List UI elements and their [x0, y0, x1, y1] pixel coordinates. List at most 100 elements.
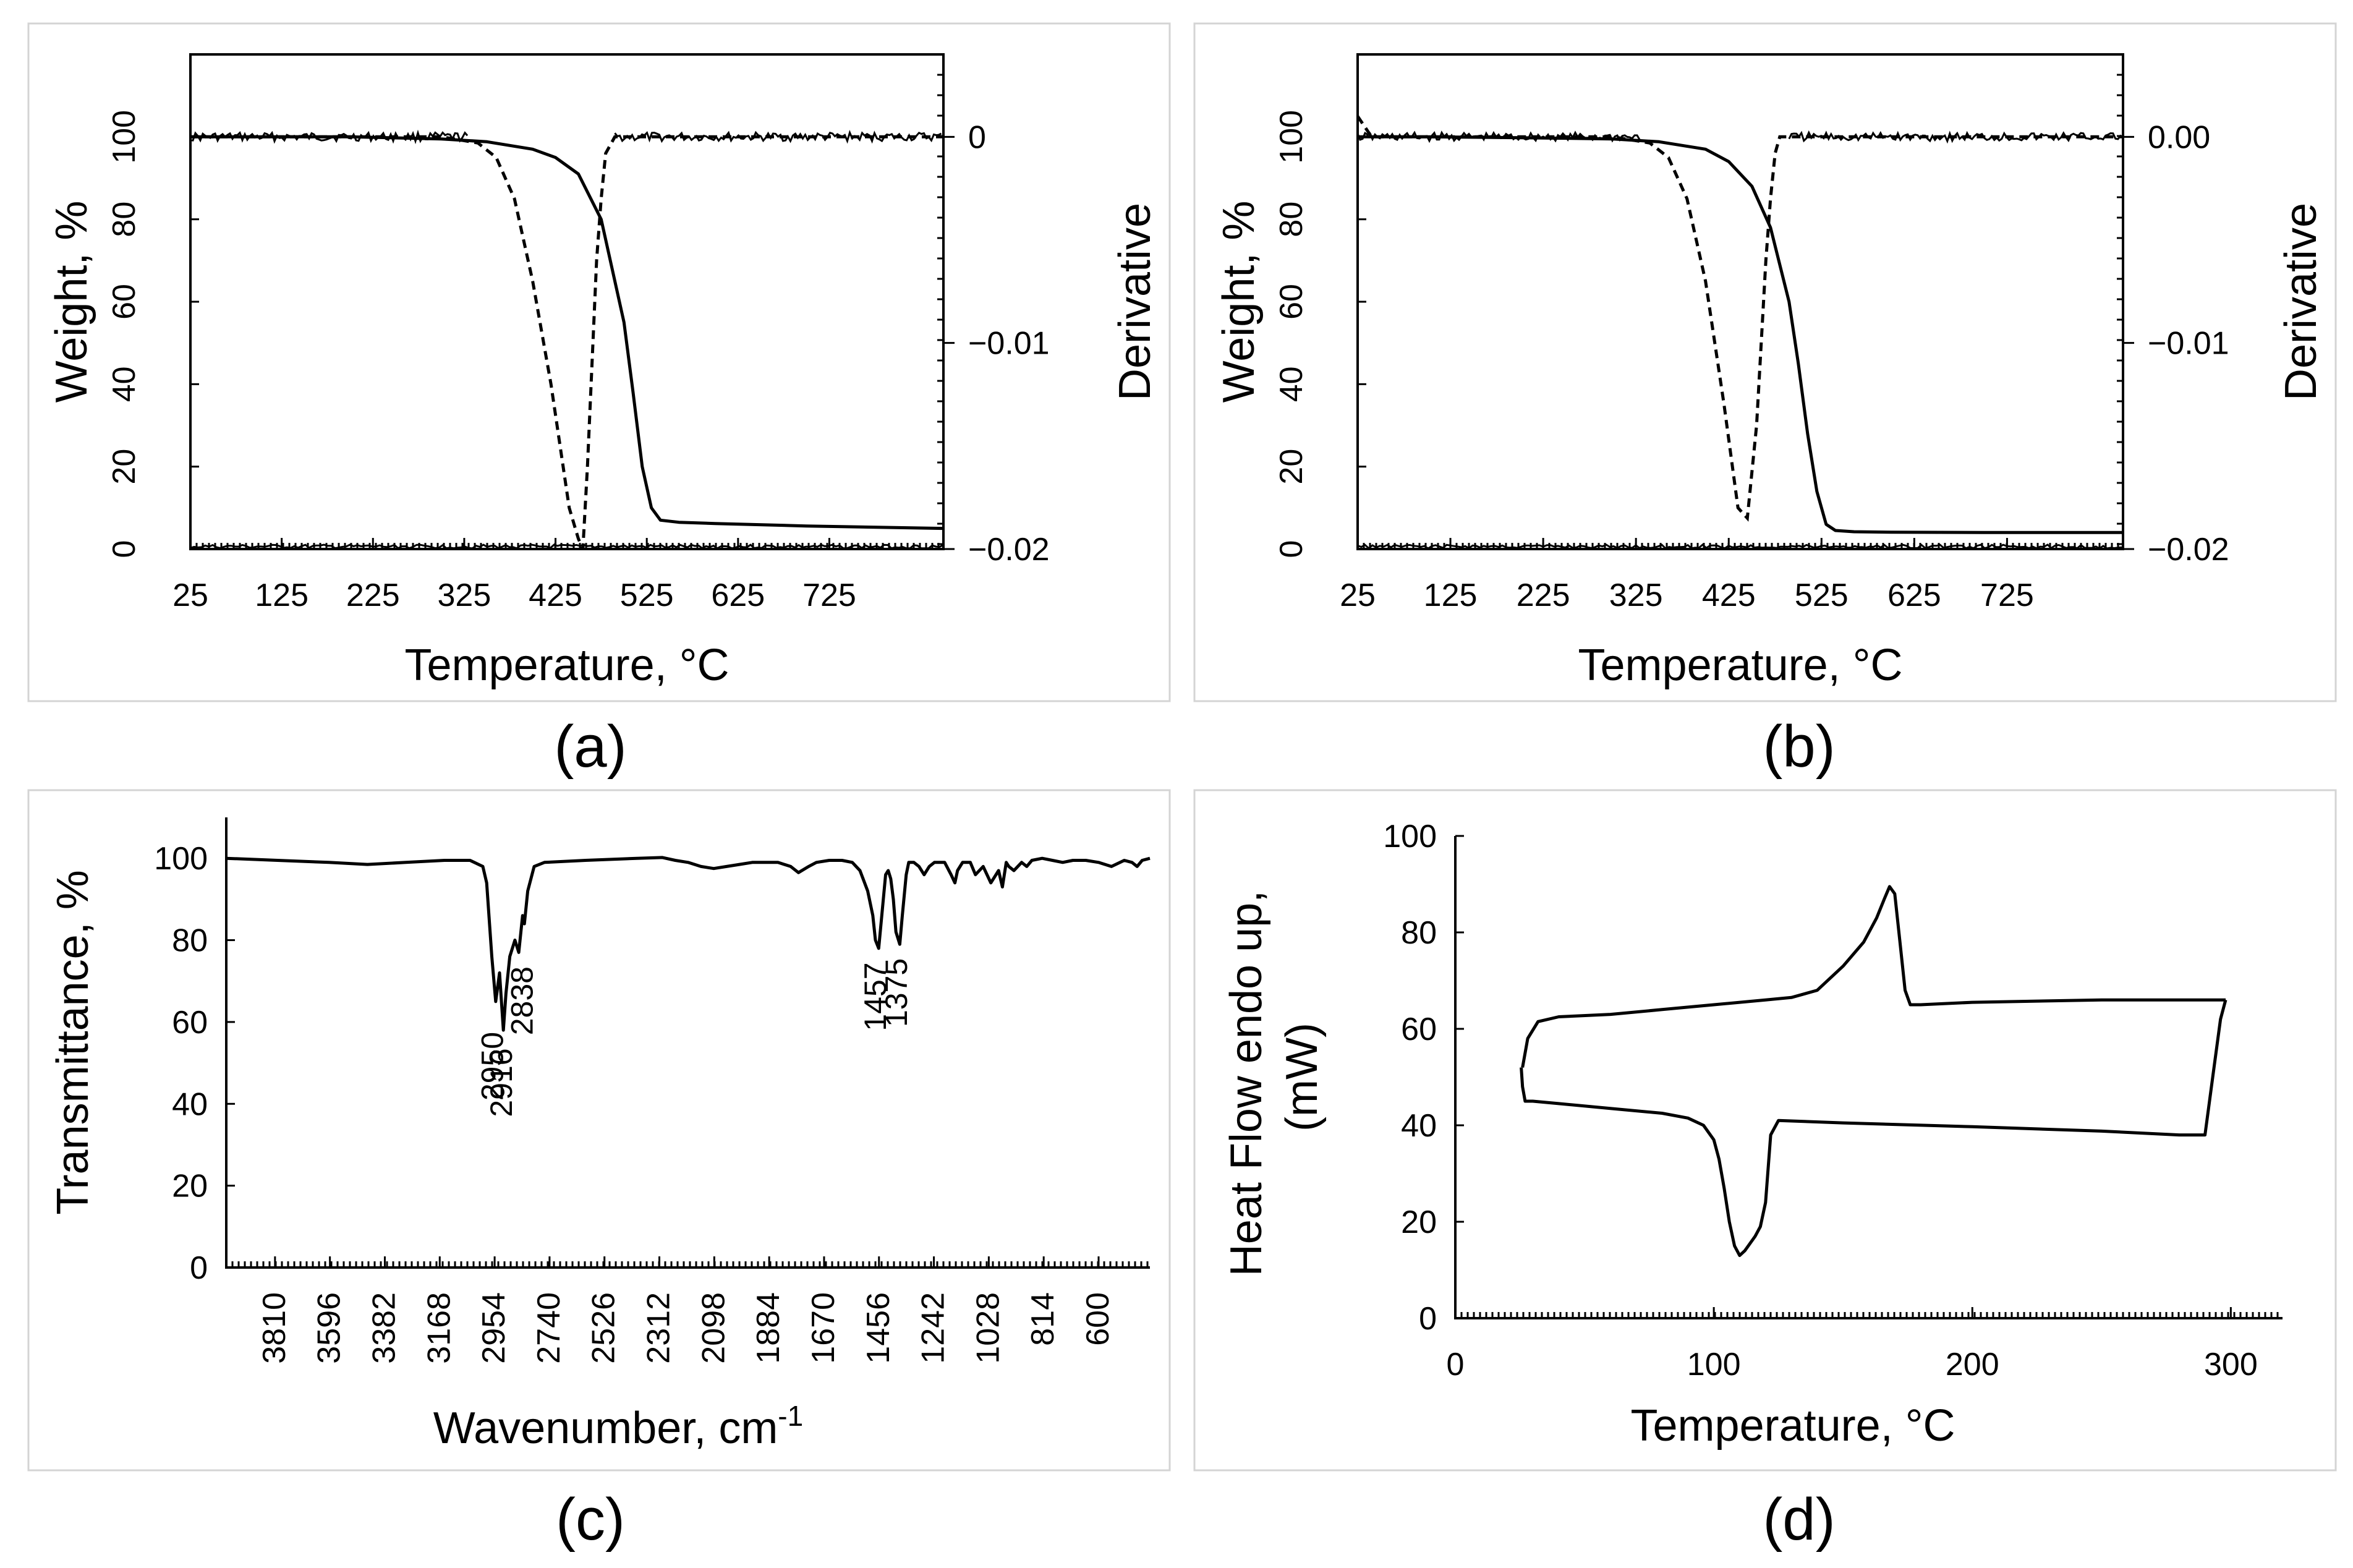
panel-d-ylabel-line1: Heat Flow endo up, — [1222, 890, 1271, 1276]
panel-c-xtick-label: 2312 — [641, 1292, 677, 1364]
panel-a-y2tick-label: −0.01 — [968, 326, 1050, 362]
panel-c-xtick-label: 1242 — [916, 1292, 951, 1364]
panel-c-xlabel: Wavenumber, cm-1 — [433, 1400, 803, 1453]
panel-b-series-derivative — [1356, 115, 2123, 522]
panel-b-xticks: 25 125 225 325 425 525 625 725 — [1340, 538, 2119, 613]
panel-a-ytick-label: 100 — [106, 110, 142, 164]
panel-c-peak-label: 1457 — [858, 962, 893, 1031]
panel-c-xtick-label: 3596 — [312, 1292, 347, 1364]
panel-a-baseline-noise — [190, 543, 944, 550]
panel-d-ylabel: Heat Flow endo up, (mW) — [1222, 878, 1327, 1276]
panel-c-ytick-label: 0 — [190, 1250, 208, 1286]
panel-c-xtick-label: 3168 — [421, 1292, 457, 1364]
panel-b-xtick-label: 25 — [1340, 577, 1376, 613]
panel-a-ytick-label: 40 — [106, 366, 142, 402]
panel-c-ytick-label: 20 — [172, 1169, 208, 1204]
panel-b-xtick-label: 525 — [1795, 577, 1849, 613]
panel-a-series — [190, 129, 944, 550]
panel-b-y2tick-label: 0.00 — [2148, 119, 2210, 155]
panel-c-caption: (c) — [556, 1486, 625, 1553]
panel-d-series-heating — [1521, 885, 2226, 1068]
panel-c-xtick-label: 3810 — [257, 1292, 292, 1364]
panel-a-ytick-label: 20 — [106, 449, 142, 485]
panel-a-y2ticks: 0 −0.01 −0.02 — [937, 53, 1050, 568]
panel-a-ylabel: Weight, % — [47, 201, 96, 403]
panel-d-xtick-label: 100 — [1687, 1347, 1741, 1383]
panel-a-caption: (a) — [554, 714, 626, 780]
panel-d-xtick-label: 300 — [2204, 1347, 2258, 1383]
panel-d-ytick-label: 0 — [1419, 1301, 1437, 1337]
panel-c-xtick-label: 2526 — [586, 1292, 622, 1364]
panel-b-xtick-label: 225 — [1517, 577, 1570, 613]
panel-c-peak-label: 2950 — [475, 1032, 510, 1101]
panel-c-xtick-label: 2740 — [531, 1292, 567, 1364]
panel-c-xtick-label: 2954 — [476, 1292, 512, 1364]
panel-a-ytick-label: 80 — [106, 202, 142, 237]
panel-d-ytick-label: 40 — [1401, 1108, 1437, 1144]
panel-b-series — [1356, 115, 2124, 550]
panel-d-ytick-label: 100 — [1383, 819, 1437, 854]
panel-b-y2label: Derivative — [2276, 203, 2326, 401]
panel-b-derivative-noise — [1356, 130, 1641, 143]
panel-b-tga-chart: 25 125 225 325 425 525 625 725 0 20 40 60 80 100 0.0… — [1193, 22, 2337, 780]
panel-a-xtick-label: 425 — [529, 577, 582, 613]
panel-b-ytick-label: 100 — [1274, 110, 1309, 164]
panel-a-ytick-label: 0 — [106, 540, 142, 558]
panel-a-series-derivative — [190, 135, 943, 550]
panel-a-derivative-noise — [190, 129, 469, 145]
panel-c-xtick-label: 2098 — [696, 1292, 731, 1364]
panel-d-xticks: 0 100 200 300 — [1447, 1307, 2279, 1383]
panel-b-ytick-label: 40 — [1274, 366, 1309, 402]
panel-c-xtick-label: 1884 — [751, 1292, 786, 1364]
panel-c-peak-label: 2838 — [504, 966, 539, 1035]
panel-a-y2label: Derivative — [1110, 203, 1160, 401]
panel-c-xtick-label: 1670 — [806, 1292, 841, 1364]
panel-c-yticks: 0 20 40 60 80 100 — [154, 841, 235, 1286]
panel-c-series-transmittance — [226, 856, 1151, 1032]
panel-a-xtick-label: 325 — [438, 577, 491, 613]
panel-a-xticks: 25 125 225 325 425 525 625 725 — [172, 538, 940, 613]
panel-c-series — [226, 856, 1151, 1032]
panel-b-ytick-label: 0 — [1274, 540, 1309, 558]
panel-c-xlabel-text: Wavenumber, cm — [433, 1404, 778, 1453]
panel-b-xtick-label: 125 — [1424, 577, 1478, 613]
panel-a-y2tick-label: −0.02 — [968, 532, 1050, 568]
panel-c-xticks: 3810 3596 3382 3168 2954 2740 2526 2312 2098 1884… — [225, 1256, 1149, 1364]
panel-d-ylabel-line2: (mW) — [1277, 1023, 1327, 1131]
panel-b-xtick-label: 425 — [1702, 577, 1756, 613]
panel-d-caption: (d) — [1763, 1486, 1835, 1553]
panel-a-y2tick-label: 0 — [968, 119, 986, 155]
panel-d-xtick-label: 200 — [1946, 1347, 1999, 1383]
panel-c-xtick-label: 600 — [1080, 1292, 1116, 1346]
panel-d-ytick-label: 60 — [1401, 1012, 1437, 1047]
panel-b-ylabel: Weight, % — [1214, 201, 1264, 403]
panel-b-y2ticks: 0.00 −0.01 −0.02 — [2117, 53, 2229, 568]
panel-c-peak-label: 2916 — [484, 1048, 519, 1117]
panel-b-xtick-label: 625 — [1887, 577, 1941, 613]
panel-a-xtick-label: 225 — [346, 577, 400, 613]
panel-a-derivative-noise — [614, 130, 942, 144]
panel-d-yticks: 0 20 40 60 80 100 — [1383, 819, 1464, 1337]
panel-c-ytick-label: 80 — [172, 923, 208, 959]
panel-b-ytick-label: 80 — [1274, 202, 1309, 237]
panel-d-xtick-label: 0 — [1447, 1347, 1465, 1383]
panel-c-frame — [27, 789, 1171, 1472]
panel-b-y2tick-label: −0.01 — [2148, 326, 2229, 362]
panel-c-xtick-label: 3382 — [366, 1292, 402, 1364]
panel-a-xtick-label: 725 — [802, 577, 856, 613]
panel-a-yticks: 0 20 40 60 80 100 — [106, 110, 199, 558]
panel-c-xlabel-sup: -1 — [778, 1400, 803, 1432]
panel-b-derivative-noise — [1788, 130, 2124, 144]
panel-b-caption: (b) — [1763, 714, 1835, 780]
panel-a-tga-chart: 25 125 225 325 425 525 625 725 0 20 40 60 80 100 0 −0… — [27, 22, 1171, 780]
panel-c-ftir-chart: 3810 3596 3382 3168 2954 2740 2526 2312 2098 1884… — [27, 789, 1171, 1553]
panel-a-ytick-label: 60 — [106, 284, 142, 320]
panel-b-y2tick-label: −0.02 — [2148, 532, 2229, 568]
panel-b-baseline-noise — [1357, 543, 2122, 550]
panel-b-ytick-label: 20 — [1274, 449, 1309, 485]
panel-d-ytick-label: 80 — [1401, 915, 1437, 951]
panel-b-ytick-label: 60 — [1274, 284, 1309, 320]
panel-a-xlabel: Temperature, °C — [405, 641, 730, 690]
